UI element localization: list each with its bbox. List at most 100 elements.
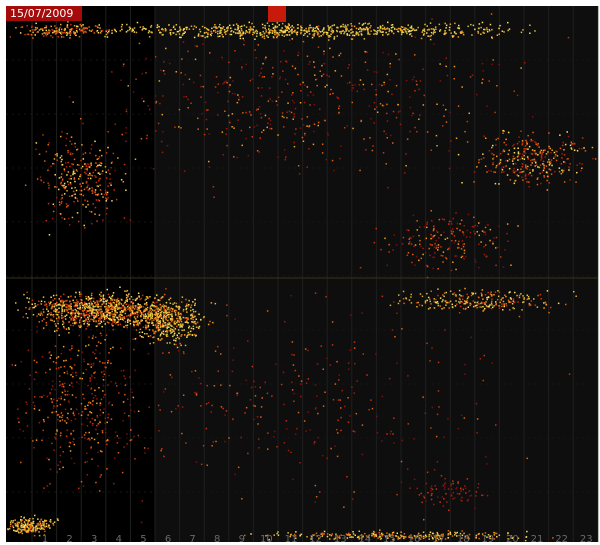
point — [68, 441, 71, 444]
point — [180, 36, 182, 39]
point — [346, 34, 349, 36]
point — [373, 33, 375, 35]
point — [16, 521, 19, 523]
point — [99, 297, 102, 300]
point — [122, 319, 125, 321]
point — [71, 163, 73, 165]
point — [117, 300, 120, 302]
point — [495, 424, 497, 426]
point — [224, 440, 226, 443]
point — [72, 194, 74, 196]
point — [140, 521, 143, 524]
point — [192, 328, 195, 330]
point — [164, 28, 167, 30]
point — [358, 530, 360, 532]
point — [87, 299, 90, 301]
point — [392, 534, 394, 537]
point — [445, 493, 447, 495]
point — [116, 316, 118, 319]
point — [445, 57, 448, 59]
point — [266, 126, 268, 129]
column-label: 12 — [309, 534, 322, 545]
point — [455, 488, 457, 490]
point — [79, 326, 81, 329]
point — [92, 364, 94, 367]
point — [387, 33, 390, 35]
point — [302, 81, 304, 84]
point — [400, 531, 402, 533]
point — [498, 183, 500, 185]
point — [507, 532, 509, 535]
point — [346, 537, 349, 539]
point — [452, 491, 454, 494]
point — [430, 233, 432, 236]
point — [331, 344, 334, 346]
point — [98, 490, 101, 492]
point — [334, 536, 337, 539]
point — [31, 530, 33, 533]
point — [451, 223, 453, 225]
point — [164, 310, 167, 312]
point — [49, 519, 52, 521]
point — [452, 217, 454, 220]
point — [34, 530, 37, 533]
point — [42, 308, 45, 311]
point — [245, 29, 247, 32]
point — [152, 319, 155, 321]
point — [526, 141, 528, 143]
point — [91, 437, 93, 439]
point — [464, 308, 467, 310]
point — [165, 288, 167, 290]
point — [460, 499, 462, 501]
point — [294, 67, 297, 70]
point — [540, 182, 542, 185]
point — [462, 298, 464, 301]
point — [194, 302, 196, 305]
point — [503, 141, 505, 144]
point — [52, 29, 54, 32]
point — [63, 218, 66, 220]
point — [546, 179, 548, 182]
point — [503, 130, 505, 132]
point — [97, 320, 100, 322]
point — [63, 293, 65, 296]
point — [84, 307, 86, 310]
point — [83, 28, 85, 30]
point — [284, 78, 287, 81]
point — [563, 161, 565, 163]
point — [166, 324, 169, 327]
point — [508, 28, 511, 30]
point — [54, 323, 57, 325]
point — [305, 430, 307, 432]
point — [364, 22, 367, 24]
point — [70, 324, 72, 327]
point — [100, 316, 103, 318]
point — [137, 323, 139, 325]
point — [34, 29, 36, 31]
point — [400, 536, 402, 539]
point — [277, 156, 279, 158]
point — [151, 317, 154, 320]
point — [261, 131, 263, 133]
point — [389, 433, 392, 435]
point — [27, 33, 30, 36]
point — [69, 165, 71, 168]
point — [339, 537, 341, 539]
point — [108, 312, 111, 314]
point — [416, 220, 418, 222]
point — [356, 32, 359, 34]
point — [60, 33, 63, 36]
point — [359, 27, 361, 29]
point — [99, 317, 102, 319]
point — [97, 26, 99, 29]
point — [430, 31, 433, 34]
point — [317, 412, 319, 415]
point — [95, 309, 98, 311]
point — [73, 364, 76, 366]
point — [60, 412, 63, 414]
point — [436, 103, 438, 105]
point — [426, 265, 429, 268]
point — [389, 535, 391, 537]
point — [353, 347, 356, 349]
point — [187, 50, 189, 53]
